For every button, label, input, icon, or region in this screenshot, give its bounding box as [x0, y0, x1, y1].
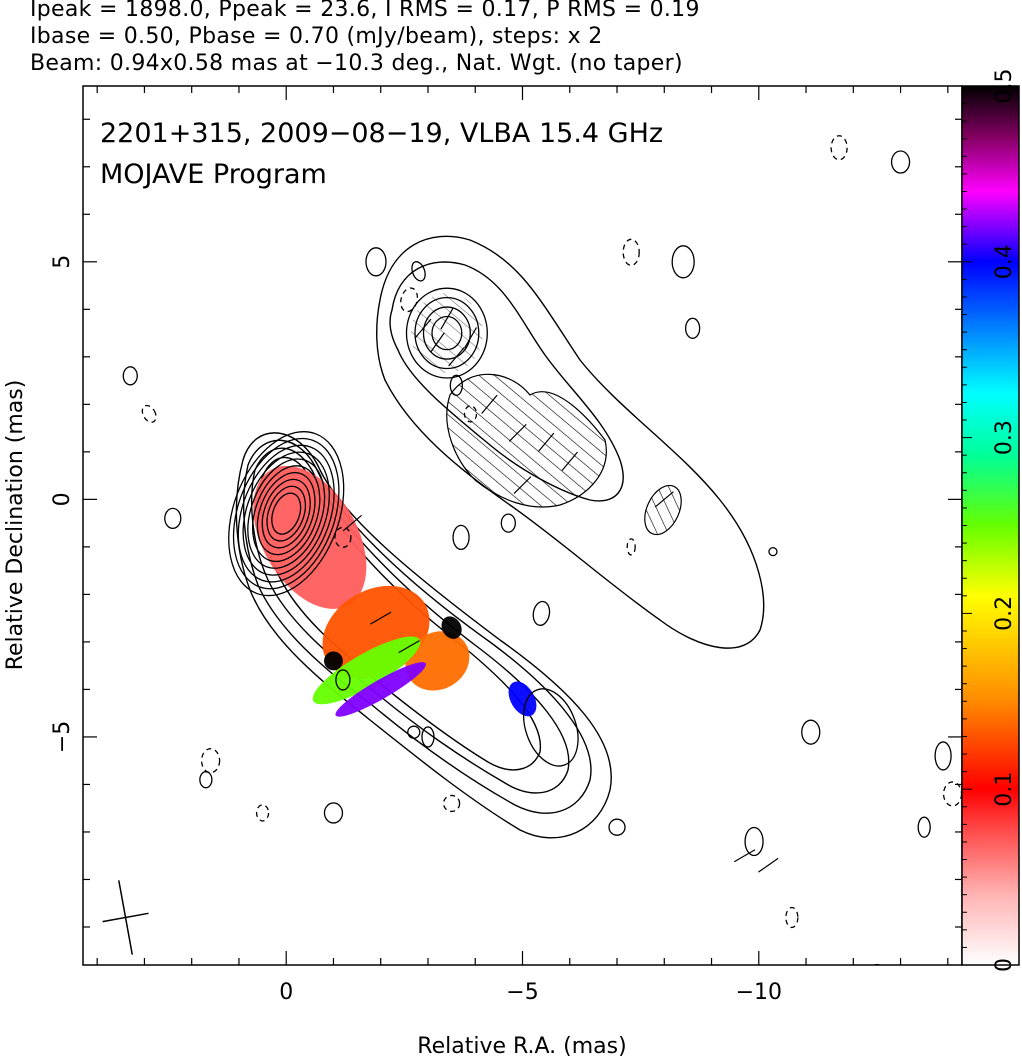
pol-vector-3 — [448, 347, 465, 367]
counterjet-envelope-outer — [376, 235, 765, 649]
pol-region-outer-knot — [508, 681, 537, 717]
pol-vector-8 — [537, 432, 555, 452]
colorbar-tick-label: 0.1 — [992, 772, 1017, 807]
noise-contour-2 — [400, 287, 419, 313]
hatched-region-1 — [446, 373, 607, 508]
noise-contour-13 — [452, 524, 470, 551]
noise-contour-9 — [671, 245, 695, 279]
noise-contour-15 — [801, 719, 821, 745]
noise-contour-26 — [255, 804, 270, 822]
pol-vector-9 — [561, 451, 578, 471]
y-tick-label: −5 — [50, 721, 75, 753]
pol-vector-12 — [733, 849, 756, 863]
pol-region-mid-jet-orange — [405, 631, 470, 691]
colorbar-tick-label: 0.2 — [992, 596, 1017, 631]
plot-frame — [82, 85, 963, 966]
core-contour-8 — [237, 444, 335, 583]
pol-vector-1 — [440, 308, 454, 330]
noise-contour-10 — [684, 317, 701, 339]
noise-contour-11 — [830, 135, 848, 161]
counterjet-knot-contour-4 — [405, 287, 488, 379]
colorbar-tick-label: 0.3 — [992, 420, 1017, 455]
noise-contour-12 — [890, 150, 911, 174]
x-tick-label: 0 — [279, 980, 293, 1005]
noise-contour-33 — [768, 546, 778, 557]
noise-contour-30 — [500, 513, 516, 533]
x-tick-label: −5 — [506, 980, 538, 1005]
noise-contour-21 — [873, 963, 881, 965]
noise-contour-22 — [608, 818, 626, 836]
counterjet-envelope-inner — [389, 261, 624, 502]
pol-vector-6 — [481, 394, 498, 414]
core-contour-4 — [256, 471, 316, 556]
header-line-3: Beam: 0.94x0.58 mas at −10.3 deg., Nat. … — [30, 51, 683, 76]
header-line-1: Ipeak = 1898.0, Ppeak = 23.6, I RMS = 0.… — [30, 0, 700, 22]
header-line-2: Ibase = 0.50, Pbase = 0.70 (mJy/beam), s… — [30, 24, 603, 49]
core-contour-6 — [247, 458, 326, 569]
noise-contour-14 — [463, 405, 478, 423]
noise-contour-29 — [334, 526, 352, 549]
noise-contour-17 — [942, 781, 962, 807]
pol-vector-15 — [370, 611, 392, 625]
pol-vector-11 — [654, 491, 674, 508]
core-contour-5 — [252, 465, 321, 563]
pol-vector-4 — [463, 327, 478, 349]
noise-contour-25 — [199, 771, 213, 789]
colorbar-tick-label: 0.5 — [992, 69, 1017, 104]
pol-region-black-spot-2 — [324, 651, 343, 671]
y-axis-label: Relative Declination (mas) — [3, 380, 28, 671]
pol-region-black-spot-1 — [441, 616, 462, 639]
noise-contour-18 — [917, 816, 931, 838]
core-contour-3 — [261, 478, 311, 549]
x-axis-label: Relative R.A. (mas) — [417, 1034, 626, 1059]
pol-vector-7 — [508, 423, 527, 442]
noise-contour-19 — [744, 826, 764, 857]
colorbar-tick-label: 0 — [992, 958, 1017, 972]
counterjet-knot-hatch — [410, 293, 483, 374]
noise-contour-27 — [323, 802, 344, 824]
colorbar-tick-label: 0.4 — [992, 244, 1017, 279]
pol-vector-14 — [342, 514, 362, 532]
noise-contour-34 — [122, 366, 138, 386]
noise-contour-3 — [411, 261, 426, 282]
noise-contour-28 — [164, 507, 182, 530]
pol-vector-2 — [430, 332, 445, 353]
noise-contour-36 — [523, 688, 579, 767]
noise-contour-20 — [785, 906, 799, 929]
noise-contour-32 — [626, 538, 636, 556]
pol-vector-13 — [758, 857, 779, 873]
pol-region-blue-edge — [335, 662, 426, 717]
noise-contour-8 — [622, 238, 640, 266]
noise-contour-1 — [365, 247, 387, 277]
noise-contour-23 — [442, 794, 461, 813]
beam-minor-axis — [102, 912, 149, 923]
core-contour-2 — [266, 485, 307, 542]
y-tick-label: 0 — [50, 492, 75, 506]
noise-contour-16 — [934, 741, 952, 771]
noise-contour-35 — [141, 404, 157, 423]
x-tick-label: −10 — [736, 980, 782, 1005]
core-contour-9 — [232, 437, 340, 590]
core-contour-1 — [271, 492, 302, 535]
y-tick-label: 5 — [50, 255, 75, 269]
pol-vector-5 — [415, 318, 432, 338]
noise-contour-5 — [200, 748, 221, 774]
hatched-region-2 — [644, 484, 682, 536]
pol-region-green-band — [312, 636, 421, 705]
noise-contour-6 — [335, 669, 351, 691]
pol-vector-10 — [513, 476, 532, 495]
noise-contour-31 — [421, 726, 435, 748]
noise-contour-7 — [532, 600, 551, 626]
core-contour-10 — [228, 431, 345, 597]
pol-vector-16 — [398, 640, 420, 654]
noise-contour-24 — [407, 725, 421, 739]
colorbar — [961, 85, 1020, 966]
plot-label-line-1: 2201+315, 2009−08−19, VLBA 15.4 GHz — [100, 118, 663, 149]
plot-label-line-2: MOJAVE Program — [100, 159, 327, 190]
core-contour-7 — [242, 451, 330, 576]
noise-contour-4 — [449, 374, 463, 396]
